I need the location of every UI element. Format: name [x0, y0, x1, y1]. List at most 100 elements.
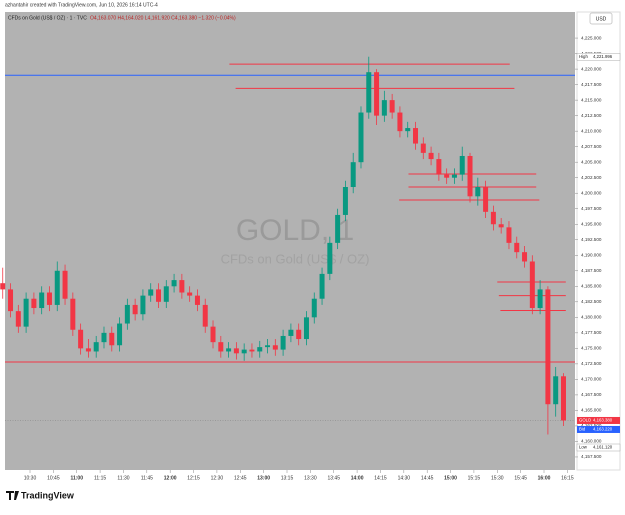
candle-body — [490, 211, 496, 225]
x-tick-label: 13:15 — [281, 475, 294, 481]
watermark-description: CFDs on Gold (US$ / OZ) — [221, 251, 370, 266]
price-label-value: 4,163.220 — [593, 427, 613, 432]
price-label-box — [576, 53, 621, 61]
candle-body — [124, 304, 130, 324]
y-tick-label: 4,197.500 — [581, 206, 602, 211]
x-tick-label: 12:30 — [211, 475, 224, 481]
candle-body — [288, 329, 294, 336]
candle-body — [163, 286, 169, 302]
y-tick-label: 4,215.000 — [581, 97, 602, 102]
y-tick-label: 4,175.000 — [581, 346, 602, 351]
candle-body — [39, 292, 45, 309]
candle-body — [537, 289, 543, 309]
candle-body — [428, 152, 434, 160]
candle-body — [389, 100, 395, 113]
y-tick-label: 4,172.500 — [581, 361, 602, 366]
candle-body — [413, 128, 419, 144]
y-tick-label: 4,190.000 — [581, 252, 602, 257]
candle-body — [335, 214, 341, 243]
candle-body — [70, 298, 76, 330]
y-tick-label: 4,187.500 — [581, 268, 602, 273]
y-tick-label: 4,192.500 — [581, 237, 602, 242]
candle-body — [46, 292, 52, 305]
x-tick-label: 15:45 — [514, 475, 527, 481]
candle-body — [381, 100, 387, 116]
y-tick-label: 4,185.000 — [581, 284, 602, 289]
y-tick-label: 4,160.000 — [581, 439, 602, 444]
candle-body — [522, 252, 528, 262]
candle-body — [358, 112, 364, 163]
currency[interactable]: USD — [596, 16, 607, 22]
candle-body — [272, 345, 278, 350]
candle-body — [420, 143, 426, 153]
price-axis — [576, 11, 621, 471]
candle-body — [374, 72, 380, 116]
candle-body — [506, 227, 512, 243]
candle-body — [303, 317, 309, 340]
price-label-name: Bid — [579, 427, 586, 432]
candle-body — [560, 376, 566, 421]
candle-body — [202, 304, 208, 327]
ohlc-legend: O4,163.070 H4,164.020 L4,161.920 C4,163.… — [90, 15, 236, 21]
x-tick-label: 11:30 — [117, 475, 129, 481]
brand: TradingView — [21, 490, 75, 500]
x-tick-label: 16:15 — [561, 475, 574, 481]
candle-body — [444, 174, 450, 178]
y-tick-label: 4,195.000 — [581, 221, 602, 226]
x-tick-label: 16:00 — [538, 475, 551, 481]
x-tick-label: 14:45 — [421, 475, 434, 481]
candle-body — [132, 304, 138, 315]
candle-body — [405, 128, 411, 132]
candle-body — [257, 347, 263, 352]
candle-body — [226, 348, 232, 352]
x-tick-label: 11:15 — [94, 475, 106, 481]
candle-body — [109, 332, 115, 346]
candle-body — [23, 298, 29, 327]
candle-body — [241, 349, 247, 354]
candle-body — [101, 332, 107, 343]
x-tick-label: 13:00 — [257, 475, 270, 481]
candle-body — [350, 162, 356, 188]
candle-body — [31, 298, 37, 309]
candle-body — [15, 311, 21, 327]
candle-body — [529, 261, 535, 309]
candle-body — [553, 376, 559, 405]
x-tick-label: 12:00 — [164, 475, 177, 481]
y-tick-label: 4,217.500 — [581, 82, 602, 87]
y-tick-label: 4,177.500 — [581, 330, 602, 335]
candle-body — [210, 326, 216, 343]
y-tick-label: 4,157.500 — [581, 454, 602, 459]
currency-box[interactable] — [589, 12, 613, 25]
y-tick-label: 4,207.500 — [581, 144, 602, 149]
y-tick-label: 4,202.500 — [581, 175, 602, 180]
candle-body — [54, 270, 60, 305]
y-tick-label: 4,180.000 — [581, 315, 602, 320]
candle-body — [319, 273, 325, 299]
candle-body — [194, 295, 200, 305]
x-tick-label: 10:30 — [24, 475, 37, 481]
candle-body — [498, 224, 504, 228]
candle-body — [342, 187, 348, 215]
candle-body — [179, 280, 185, 293]
candle-body — [78, 329, 84, 349]
x-tick-label: 11:45 — [141, 475, 153, 481]
tv-logo — [6, 491, 19, 500]
y-tick-label: 4,182.500 — [581, 299, 602, 304]
price-label-box — [576, 443, 621, 452]
y-tick-label: 4,170.000 — [581, 377, 602, 382]
candle-body — [218, 342, 224, 352]
price-label-value: 4,161.120 — [593, 445, 613, 450]
candle-body — [366, 72, 372, 113]
candle-body — [0, 283, 6, 290]
candle-body — [85, 348, 91, 352]
candle-body — [171, 280, 177, 287]
candle-body — [483, 187, 489, 212]
candle-body — [459, 155, 465, 175]
candle-body — [397, 112, 403, 132]
candle-body — [327, 242, 333, 274]
candle-body — [93, 342, 99, 352]
y-tick-label: 4,165.000 — [581, 408, 602, 413]
price-label-name: Low — [579, 445, 588, 450]
candle-body — [156, 289, 162, 302]
